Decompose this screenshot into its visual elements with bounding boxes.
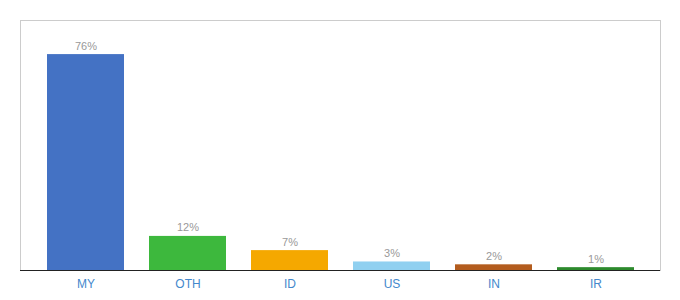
svg-text:ID: ID — [284, 277, 296, 291]
svg-text:12%: 12% — [177, 221, 199, 233]
svg-text:76%: 76% — [75, 40, 97, 52]
svg-text:1%: 1% — [588, 253, 604, 265]
svg-text:MY: MY — [77, 277, 95, 291]
svg-text:US: US — [384, 277, 401, 291]
svg-text:2%: 2% — [486, 250, 502, 262]
svg-text:3%: 3% — [384, 247, 400, 259]
svg-text:IR: IR — [590, 277, 602, 291]
svg-text:IN: IN — [488, 277, 500, 291]
svg-text:OTH: OTH — [175, 277, 200, 291]
svg-text:7%: 7% — [282, 236, 298, 248]
